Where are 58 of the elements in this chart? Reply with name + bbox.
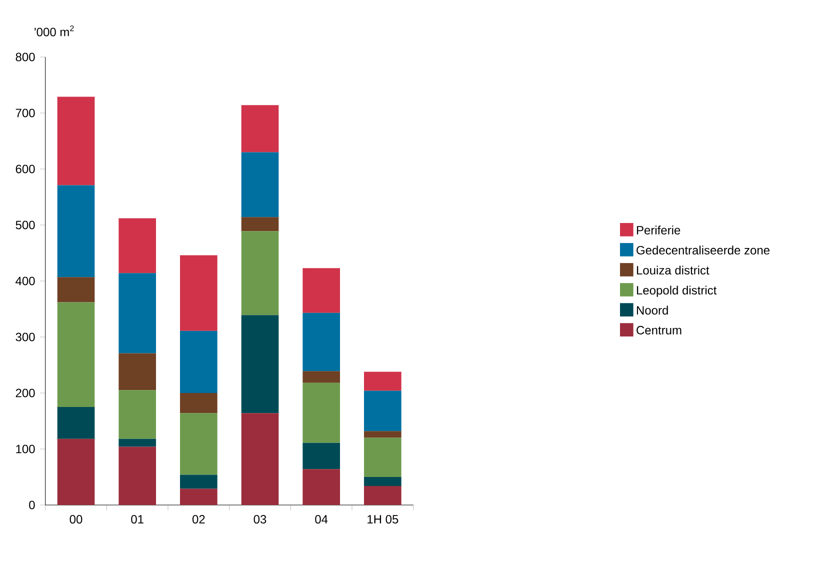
x-tick-label: 04 (315, 515, 328, 524)
bar (180, 488, 218, 505)
bar (118, 438, 156, 447)
bar (118, 353, 156, 390)
bar (364, 486, 402, 505)
bar (364, 431, 402, 438)
legend-label: Louiza district (636, 266, 710, 275)
bar (57, 302, 95, 407)
x-tick-label: 01 (131, 515, 144, 524)
y-tick-label: 0 (29, 500, 35, 510)
y-tick-label: 300 (16, 332, 35, 342)
bar (180, 330, 218, 393)
bar (180, 474, 218, 489)
legend-label: Centrum (636, 326, 682, 334)
y-tick-label: 400 (16, 276, 35, 286)
y-tick-label: 200 (16, 388, 35, 398)
legend-label: Noord (636, 306, 668, 315)
bar (118, 446, 156, 505)
x-tick-label: 1H 05 (368, 515, 398, 524)
x-tick-label: 03 (254, 515, 266, 524)
bar (364, 390, 402, 432)
bar (364, 372, 402, 391)
y-tick-label: 600 (16, 164, 35, 174)
bar (302, 469, 340, 505)
bar (364, 438, 402, 477)
legend-label: Gedecentraliseerde zone (636, 246, 770, 255)
bar (302, 268, 340, 313)
bar (302, 371, 340, 383)
bar (57, 438, 95, 505)
x-tick-label: 02 (192, 515, 205, 524)
bar (241, 105, 279, 152)
bar (180, 255, 218, 331)
bar (241, 413, 279, 505)
bar (241, 231, 279, 316)
y-tick-label: 500 (16, 220, 35, 230)
legend-label: Periferie (636, 226, 680, 234)
bar (118, 218, 156, 274)
bar (241, 152, 279, 218)
y-axis-title: '000 m$^{2}$ (34, 25, 74, 36)
bar (118, 273, 156, 354)
bar (180, 392, 218, 414)
bar (57, 406, 95, 439)
bar (364, 476, 402, 486)
bar (241, 315, 279, 414)
bar (302, 442, 340, 470)
y-tick-label: 100 (16, 444, 35, 454)
bar (180, 413, 218, 475)
y-tick-label: 800 (16, 52, 35, 62)
bar (57, 185, 95, 278)
bar (302, 312, 340, 372)
bar (241, 217, 279, 232)
bar (118, 390, 156, 439)
x-tick-label: 00 (70, 515, 82, 524)
legend-label: Leopold district (636, 286, 717, 297)
bar (57, 277, 95, 302)
bar (57, 96, 95, 186)
y-tick-label: 700 (16, 108, 35, 118)
bar (302, 382, 340, 443)
